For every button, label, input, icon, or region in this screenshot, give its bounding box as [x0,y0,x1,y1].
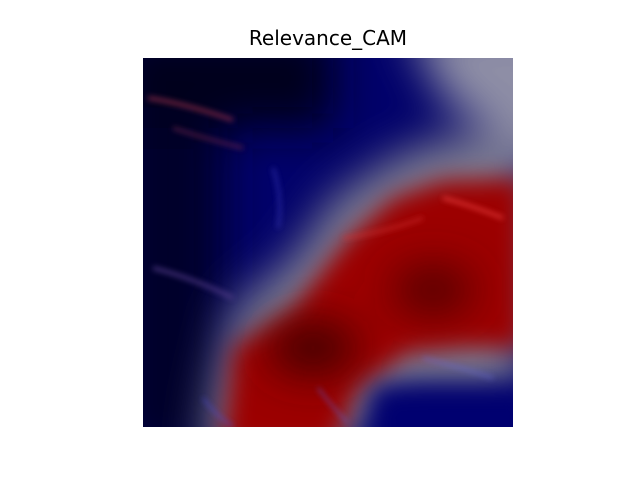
image-texture-details [147,96,504,427]
heat-cold-bottom-right [373,388,513,427]
relevance-cam-heatmap [143,58,513,427]
figure-title: Relevance_CAM [248,26,408,50]
heat-hot-cores [268,268,473,373]
heat-cold-left-layer [143,58,333,427]
